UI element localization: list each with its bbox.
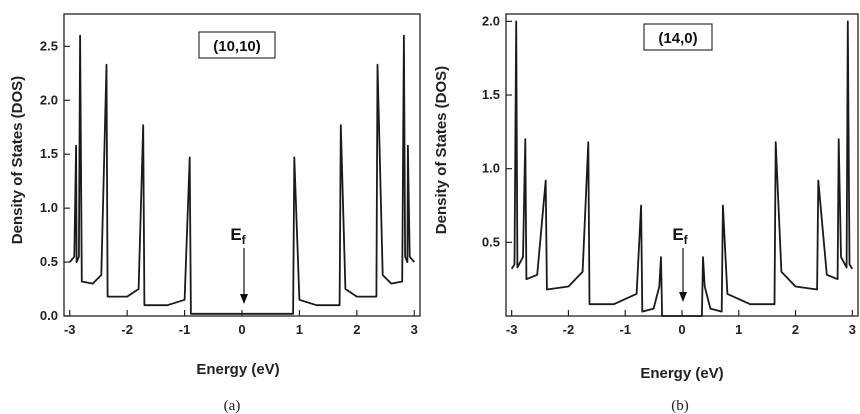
caption-a: (a) xyxy=(224,398,241,414)
plot-frame-a xyxy=(63,13,421,317)
fermi-label-a-sub: f xyxy=(242,233,247,247)
caption-b: (b) xyxy=(671,398,689,414)
xlabel-a: Energy (eV) xyxy=(196,361,279,378)
ylabel-b: Density of States (DOS) xyxy=(433,66,450,234)
y-tick-label-a-3: 1.5 xyxy=(40,146,58,161)
fermi-annotation-b: Ef xyxy=(672,225,689,302)
y-tick-label-a-5: 2.5 xyxy=(40,38,58,53)
xlabel-b: Energy (eV) xyxy=(640,365,723,382)
x-tick-label-b-6: 3 xyxy=(849,322,856,337)
fermi-label-a: Ef xyxy=(230,225,246,247)
fermi-label-b: Ef xyxy=(672,225,688,247)
panel-b: Density of States (DOS) Energy (eV) (b) … xyxy=(433,13,859,414)
x-tick-label-a-6: 3 xyxy=(411,322,418,337)
ylabel-a: Density of States (DOS) xyxy=(9,76,26,244)
dos-curve-a-0 xyxy=(69,34,415,315)
y-tick-label-b-2: 1.5 xyxy=(482,87,500,102)
x-tick-label-a-5: 2 xyxy=(353,322,360,337)
title-a: (10,10) xyxy=(213,38,261,55)
title-box-b xyxy=(643,23,713,51)
x-tick-label-b-2: -1 xyxy=(619,322,631,337)
x-tick-label-b-3: 0 xyxy=(678,322,685,337)
fermi-label-a-main: E xyxy=(230,225,241,244)
panel-a: Density of States (DOS) Energy (eV) (a) … xyxy=(9,13,421,414)
x-tick-label-a-1: -2 xyxy=(121,322,133,337)
dos-curve-b-0 xyxy=(510,20,854,317)
x-tick-label-b-5: 2 xyxy=(792,322,799,337)
fermi-arrow-b-head xyxy=(679,292,687,302)
y-tick-label-a-2: 1.0 xyxy=(40,200,58,215)
plot-frame-b xyxy=(505,13,859,317)
x-tick-label-a-3: 0 xyxy=(238,322,245,337)
title-b: (14,0) xyxy=(658,30,697,47)
y-tick-label-a-1: 0.5 xyxy=(40,254,58,269)
x-tick-label-b-0: -3 xyxy=(506,322,518,337)
fermi-label-b-sub: f xyxy=(684,233,689,247)
fermi-annotation-a: Ef xyxy=(230,225,248,304)
title-box-a xyxy=(198,31,276,59)
x-tick-label-a-4: 1 xyxy=(296,322,303,337)
x-tick-label-b-4: 1 xyxy=(735,322,742,337)
x-tick-label-a-2: -1 xyxy=(179,322,191,337)
x-tick-label-a-0: -3 xyxy=(64,322,76,337)
x-tick-label-b-1: -2 xyxy=(563,322,575,337)
fermi-arrow-a-head xyxy=(240,294,248,304)
y-tick-label-b-0: 0.5 xyxy=(482,234,500,249)
y-tick-label-a-0: 0.0 xyxy=(40,308,58,323)
fermi-label-b-main: E xyxy=(672,225,683,244)
y-tick-label-b-1: 1.0 xyxy=(482,161,500,176)
y-tick-label-a-4: 2.0 xyxy=(40,92,58,107)
y-tick-label-b-3: 2.0 xyxy=(482,13,500,28)
